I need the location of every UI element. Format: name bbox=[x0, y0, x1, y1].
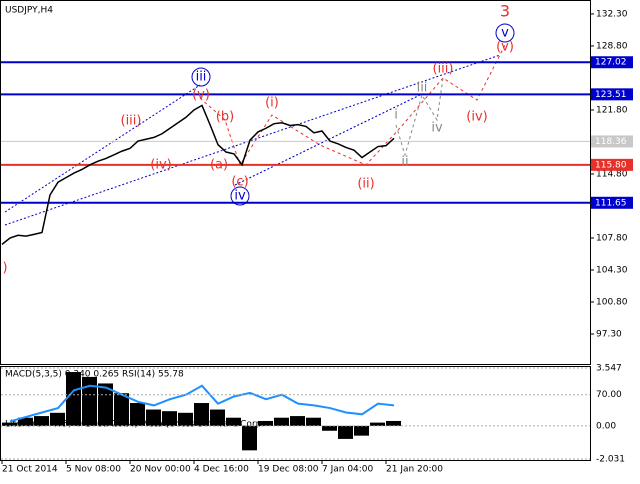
level-box bbox=[591, 158, 633, 171]
macd-bar bbox=[130, 403, 145, 426]
macd-bar bbox=[162, 411, 177, 426]
wave-label: (iii) bbox=[433, 62, 454, 77]
wave-label: v bbox=[501, 26, 509, 41]
forecast-line bbox=[395, 77, 444, 157]
x-tick-label: 4 Dec 16:00 bbox=[194, 465, 249, 475]
macd-bar bbox=[2, 422, 17, 426]
x-tick-label: 21 Oct 2014 bbox=[2, 465, 58, 475]
level-label: 115.80 bbox=[595, 160, 627, 170]
y-tick-label: 107.80 bbox=[596, 233, 628, 243]
level-box bbox=[591, 196, 633, 209]
y-tick-label: 104.30 bbox=[596, 265, 628, 275]
macd-bar bbox=[114, 393, 129, 426]
y-tick-label: -2.031 bbox=[596, 455, 625, 465]
y-tick-label: 3.547 bbox=[596, 364, 622, 374]
macd-bar bbox=[194, 403, 209, 426]
channel-line bbox=[4, 84, 201, 213]
y-tick-label: 0.00 bbox=[596, 421, 616, 431]
macd-bar bbox=[34, 416, 49, 426]
price-line bbox=[1, 104, 395, 245]
y-tick-label: 97.30 bbox=[596, 330, 622, 340]
macd-bar bbox=[386, 420, 401, 426]
rsi-line bbox=[9, 384, 395, 423]
level-box bbox=[591, 135, 633, 148]
wave-label: iii bbox=[196, 70, 207, 85]
wave-label: iv bbox=[234, 189, 246, 204]
wave-circle bbox=[230, 186, 250, 206]
y-tick-label: 70.00 bbox=[596, 390, 622, 400]
wave-label: iv bbox=[431, 121, 443, 136]
x-tick-label: 7 Jan 04:00 bbox=[322, 465, 374, 475]
wave-label: ii bbox=[401, 155, 408, 170]
chart-title: USDJPY,H4 bbox=[5, 6, 53, 16]
macd-bar bbox=[210, 409, 225, 426]
wave-label: (iv) bbox=[466, 110, 487, 125]
level-box bbox=[591, 88, 633, 101]
macd-bar bbox=[290, 416, 305, 426]
x-tick-label: 20 Nov 00:00 bbox=[130, 465, 191, 475]
wave-label: (c) bbox=[231, 175, 248, 190]
macd-bar bbox=[178, 412, 193, 426]
level-label: 118.36 bbox=[595, 137, 627, 147]
macd-bar bbox=[50, 412, 65, 426]
main-frame bbox=[0, 0, 591, 365]
x-tick-label: 19 Dec 08:00 bbox=[258, 465, 319, 475]
macd-bar bbox=[242, 425, 257, 451]
wave-label: i bbox=[394, 108, 398, 123]
level-label: 123.51 bbox=[595, 90, 627, 100]
macd-bar bbox=[146, 409, 161, 426]
wave-label: (iii) bbox=[121, 114, 142, 129]
wave-label: (i) bbox=[265, 96, 279, 111]
macd-bar bbox=[18, 417, 33, 426]
x-tick-label: 21 Jan 20:00 bbox=[386, 465, 443, 475]
wave-label: ) bbox=[2, 261, 7, 276]
wave-label: iii bbox=[417, 81, 428, 96]
level-box bbox=[591, 56, 633, 69]
x-tick-label: 5 Nov 08:00 bbox=[66, 465, 121, 475]
wave-label: (ii) bbox=[357, 177, 374, 192]
y-tick-label: 128.80 bbox=[596, 41, 628, 51]
indicator-title: MACD(5,3,5) 0.340 0.265 RSI(14) 55.78 bbox=[5, 370, 184, 380]
wave-label: (v) bbox=[192, 88, 210, 103]
y-tick-label: 132.30 bbox=[596, 9, 628, 19]
macd-bar bbox=[306, 417, 321, 426]
sub-frame bbox=[0, 366, 591, 461]
wave-label: (a) bbox=[210, 158, 228, 173]
level-label: 111.65 bbox=[595, 198, 627, 208]
macd-bar bbox=[258, 420, 273, 426]
wave-label: 3 bbox=[500, 2, 510, 21]
macd-bar bbox=[338, 425, 353, 439]
wave-circle bbox=[495, 23, 515, 43]
channel-line bbox=[4, 54, 501, 226]
macd-bar bbox=[66, 372, 81, 426]
macd-bar bbox=[322, 425, 337, 431]
y-tick-label: 100.80 bbox=[596, 297, 628, 307]
wave-label: (v) bbox=[496, 40, 514, 55]
macd-bar bbox=[226, 417, 241, 426]
macd-bar bbox=[370, 422, 385, 426]
macd-bar bbox=[82, 376, 97, 426]
macd-bar bbox=[354, 425, 369, 436]
macd-bar bbox=[274, 417, 289, 426]
wave-label: (iv) bbox=[150, 158, 171, 173]
y-tick-label: 114.80 bbox=[596, 169, 628, 179]
y-tick-label: 121.80 bbox=[596, 105, 628, 115]
wave-circle bbox=[191, 67, 211, 87]
wave-label: (b) bbox=[216, 110, 234, 125]
macd-bar bbox=[98, 383, 113, 426]
level-label: 127.02 bbox=[595, 58, 627, 68]
